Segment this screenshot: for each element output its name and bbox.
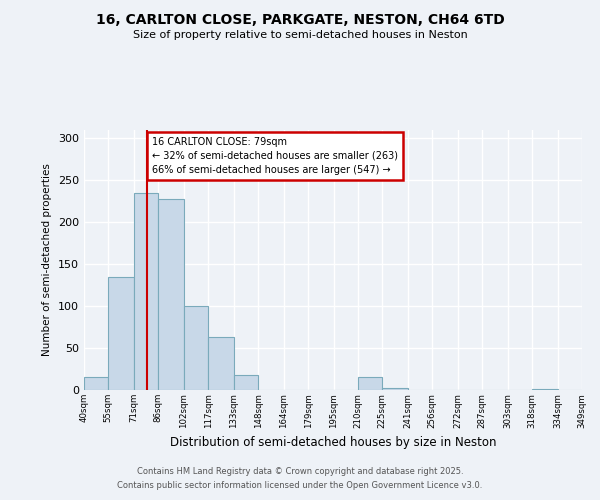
X-axis label: Distribution of semi-detached houses by size in Neston: Distribution of semi-detached houses by … <box>170 436 496 449</box>
Bar <box>108 277 134 390</box>
Text: 16 CARLTON CLOSE: 79sqm
← 32% of semi-detached houses are smaller (263)
66% of s: 16 CARLTON CLOSE: 79sqm ← 32% of semi-de… <box>152 136 398 174</box>
Bar <box>184 306 208 390</box>
Text: Contains public sector information licensed under the Open Government Licence v3: Contains public sector information licen… <box>118 481 482 490</box>
Text: 16, CARLTON CLOSE, PARKGATE, NESTON, CH64 6TD: 16, CARLTON CLOSE, PARKGATE, NESTON, CH6… <box>95 12 505 26</box>
Bar <box>84 378 108 390</box>
Y-axis label: Number of semi-detached properties: Number of semi-detached properties <box>43 164 52 356</box>
Bar <box>234 375 258 390</box>
Bar <box>532 389 558 390</box>
Bar <box>358 378 382 390</box>
Bar <box>382 388 408 390</box>
Text: Contains HM Land Registry data © Crown copyright and database right 2025.: Contains HM Land Registry data © Crown c… <box>137 467 463 476</box>
Bar <box>208 337 234 390</box>
Text: Size of property relative to semi-detached houses in Neston: Size of property relative to semi-detach… <box>133 30 467 40</box>
Bar <box>158 199 184 390</box>
Bar <box>134 193 158 390</box>
